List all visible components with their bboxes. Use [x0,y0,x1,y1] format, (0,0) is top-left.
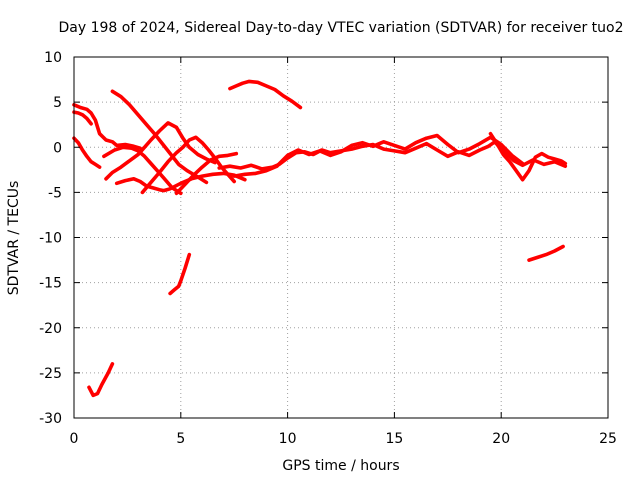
series-arc-16 [87,362,115,398]
axis-ticks [73,56,609,419]
series-arc-6 [114,171,247,193]
y-tick-label: 10 [44,50,62,66]
y-tick-label: -5 [48,185,62,201]
series-arc-13 [488,131,568,182]
series-arc-5 [102,145,183,196]
series-arc-7 [104,121,217,181]
series-arc-14 [527,244,565,262]
series-arc-8 [140,135,236,195]
series-arc-15 [168,252,192,296]
y-axis-label: SDTVAR / TECUs [6,181,22,296]
series-arc-12 [232,133,525,178]
series-arc-1 [72,103,142,150]
series-arc-3 [72,136,102,169]
x-tick-label: 25 [599,431,617,447]
y-tick-label: 5 [53,95,62,111]
grid-lines [74,57,608,418]
series-arc-10 [228,79,303,110]
y-tick-label: -10 [39,231,62,247]
series-arc-9 [174,151,239,196]
series-arc-4 [110,89,209,185]
y-tick-label: -15 [39,276,62,292]
x-tick-label: 5 [176,431,185,447]
x-tick-label: 15 [385,431,403,447]
x-tick-label: 0 [70,431,79,447]
x-tick-labels: 0 5 10 15 20 25 [70,431,617,447]
x-axis-label: GPS time / hours [282,458,399,474]
x-tick-label: 10 [279,431,297,447]
y-tick-label: -20 [39,321,62,337]
y-tick-labels: -30 -25 -20 -15 -10 -5 0 5 10 [39,50,62,427]
y-tick-label: -25 [39,366,62,382]
y-tick-label: -30 [39,411,62,427]
plot-series [72,79,568,398]
x-tick-label: 20 [492,431,510,447]
chart-title: Day 198 of 2024, Sidereal Day-to-day VTE… [58,20,623,36]
series-arc-2 [72,110,93,126]
y-tick-label: 0 [53,140,62,156]
